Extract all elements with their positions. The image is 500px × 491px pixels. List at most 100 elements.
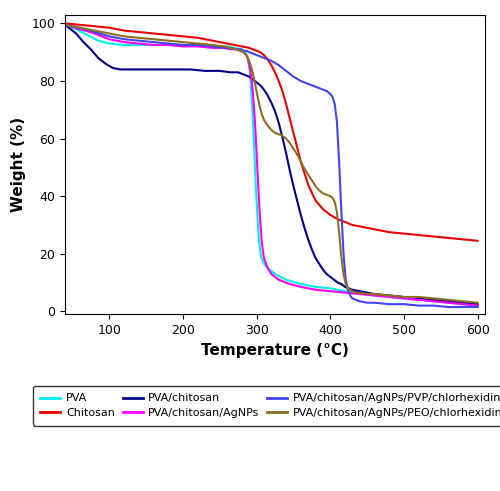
PVA (474, 302, 480, 308)
Chitosan (280, 88, 285, 94)
PVA (244, 55, 250, 61)
Chitosan (76, 22, 82, 28)
PVA/chitosan/AgNPs (165, 42, 171, 48)
Chitosan (136, 29, 141, 35)
Line: Chitosan: Chitosan (65, 24, 478, 241)
PVA/chitosan (331, 277, 337, 283)
Chitosan (232, 42, 237, 48)
PVA/chitosan/AgNPs (386, 294, 392, 300)
PVA/chitosan (250, 77, 256, 82)
Chitosan (261, 52, 267, 58)
Chitosan (246, 45, 252, 51)
PVA (416, 297, 422, 303)
PVA/chitosan/AgNPs (445, 300, 451, 306)
Chitosan (268, 62, 274, 68)
PVA/chitosan/AgNPs/PEO/chlorhexidine (320, 191, 326, 196)
PVA (328, 285, 334, 291)
PVA/chitosan/AgNPs (62, 22, 68, 28)
PVA/chitosan/AgNPs (264, 265, 270, 271)
PVA (254, 199, 260, 205)
PVA/chitosan/AgNPs/PVP/chlorhexidine (460, 304, 466, 310)
Line: PVA/chitosan/AgNPs/PVP/chlorhexidine: PVA/chitosan/AgNPs/PVP/chlorhexidine (65, 25, 478, 307)
PVA/chitosan/AgNPs (474, 302, 480, 308)
PVA/chitosan/AgNPs (342, 290, 348, 296)
PVA/chitosan/AgNPs (121, 39, 127, 45)
PVA (106, 41, 112, 47)
PVA (258, 254, 264, 260)
PVA/chitosan/AgNPs (180, 44, 186, 50)
Chitosan (320, 206, 326, 212)
Y-axis label: Weight (%): Weight (%) (11, 117, 26, 212)
PVA/chitosan/AgNPs (286, 281, 292, 287)
Chitosan (106, 25, 112, 30)
Chitosan (283, 101, 289, 107)
PVA/chitosan/AgNPs (252, 121, 258, 127)
PVA (239, 46, 245, 52)
PVA/chitosan (309, 246, 315, 252)
Chitosan (62, 21, 68, 27)
Chitosan (92, 23, 98, 29)
PVA/chitosan/AgNPs (430, 299, 436, 304)
PVA/chitosan/AgNPs/PVP/chlorhexidine (62, 22, 68, 28)
Legend: PVA, Chitosan, PVA/chitosan, PVA/chitosan/AgNPs, PVA/chitosan/AgNPs/PVP/chlorhex: PVA, Chitosan, PVA/chitosan, PVA/chitosa… (32, 386, 500, 426)
Chitosan (286, 115, 292, 121)
PVA/chitosan/AgNPs (356, 291, 362, 297)
PVA/chitosan/AgNPs (92, 30, 98, 36)
PVA/chitosan/AgNPs (268, 271, 274, 277)
Chitosan (386, 229, 392, 235)
X-axis label: Temperature (°C): Temperature (°C) (201, 343, 349, 357)
PVA (283, 277, 289, 283)
Line: PVA: PVA (65, 25, 478, 305)
PVA (312, 284, 318, 290)
PVA/chitosan/AgNPs/PVP/chlorhexidine (210, 44, 216, 50)
PVA (73, 26, 79, 32)
PVA (84, 32, 90, 38)
Chitosan (165, 32, 171, 38)
PVA (356, 290, 362, 296)
PVA (247, 69, 253, 75)
PVA (165, 42, 171, 48)
PVA (256, 237, 262, 243)
Chitosan (224, 41, 230, 47)
Chitosan (356, 223, 362, 229)
PVA/chitosan/AgNPs (276, 277, 281, 283)
PVA/chitosan/AgNPs (258, 239, 264, 245)
PVA/chitosan/AgNPs/PVP/chlorhexidine (150, 39, 156, 45)
PVA (401, 296, 407, 301)
PVA/chitosan/AgNPs (328, 288, 334, 294)
PVA/chitosan/AgNPs (150, 42, 156, 48)
PVA (249, 101, 255, 107)
Chitosan (305, 182, 311, 188)
Chitosan (258, 49, 264, 55)
PVA/chitosan/AgNPs (244, 52, 250, 58)
PVA/chitosan (302, 225, 308, 231)
PVA (95, 38, 101, 44)
Chitosan (239, 44, 245, 50)
PVA/chitosan/AgNPs (298, 284, 304, 290)
Chitosan (254, 48, 260, 54)
PVA (224, 44, 230, 50)
PVA (150, 42, 156, 48)
PVA/chitosan/AgNPs (372, 293, 378, 299)
PVA/chitosan (290, 183, 296, 189)
Chitosan (460, 237, 466, 243)
PVA (298, 281, 304, 287)
Chitosan (372, 226, 378, 232)
Line: PVA/chitosan: PVA/chitosan (65, 25, 478, 304)
PVA (136, 42, 141, 48)
PVA (460, 301, 466, 307)
PVA (242, 49, 248, 55)
PVA/chitosan/AgNPs/PEO/chlorhexidine (302, 166, 308, 172)
Chitosan (180, 33, 186, 39)
Chitosan (298, 159, 304, 164)
Chitosan (121, 27, 127, 33)
PVA/chitosan/AgNPs/PVP/chlorhexidine (445, 304, 451, 310)
PVA/chitosan/AgNPs (210, 45, 216, 51)
Chitosan (276, 78, 281, 84)
PVA/chitosan/AgNPs (246, 58, 252, 64)
PVA/chitosan/AgNPs (220, 45, 226, 51)
PVA/chitosan/AgNPs (250, 89, 256, 95)
PVA/chitosan/AgNPs (106, 36, 112, 42)
Line: PVA/chitosan/AgNPs/PEO/chlorhexidine: PVA/chitosan/AgNPs/PEO/chlorhexidine (65, 25, 478, 303)
Chitosan (210, 38, 216, 44)
